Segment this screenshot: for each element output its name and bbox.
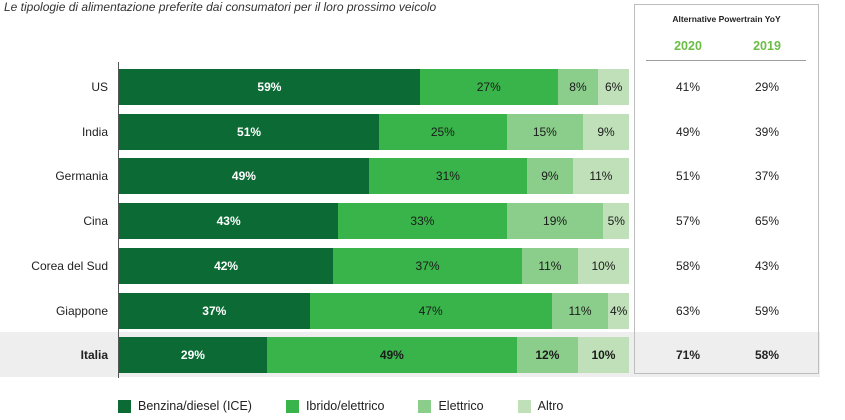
yoy-panel xyxy=(634,4,819,374)
yoy-2020-value-corea-del-sud: 58% xyxy=(675,258,701,273)
bar-segment-electric-corea-del-sud: 11% xyxy=(521,247,578,284)
bar-segment-hybrid-germania: 31% xyxy=(368,158,527,195)
bar-segment-hybrid-us: 27% xyxy=(419,69,558,105)
bar-segment-other-germania: 11% xyxy=(572,158,629,195)
yoy-2019-value-giappone: 59% xyxy=(754,303,780,318)
bar-segment-hybrid-india: 25% xyxy=(379,113,507,150)
yoy-2020-value-us: 41% xyxy=(675,80,701,94)
bar-segment-ice-cina: 43% xyxy=(119,203,339,240)
bar-segment-other-corea-del-sud: 10% xyxy=(577,247,629,284)
bar-row-giappone: 37% 47% 11% 4% xyxy=(119,292,629,329)
chart-legend: Benzina/diesel (ICE) Ibrido/elettrico Elet… xyxy=(118,399,597,413)
yoy-2020-value-germania: 51% xyxy=(675,169,701,184)
category-label-india: India xyxy=(81,124,108,139)
legend-swatch-electric xyxy=(418,399,432,413)
category-label-germania: Germania xyxy=(55,169,108,184)
bar-row-us: 59% 27% 8% 6% xyxy=(119,69,629,105)
bar-segment-other-cina: 5% xyxy=(603,203,629,240)
bar-segment-hybrid-corea-del-sud: 37% xyxy=(333,247,522,284)
bar-segment-other-india: 9% xyxy=(583,113,629,150)
yoy-2020-value-giappone: 63% xyxy=(675,303,701,318)
bar-segment-ice-italia: 29% xyxy=(119,337,267,374)
bar-segment-other-italia: 10% xyxy=(577,337,629,374)
yoy-2019-value-germania: 37% xyxy=(754,169,780,184)
yoy-2020-value-italia: 71% xyxy=(675,348,701,363)
legend-label-hybrid: Ibrido/elettrico xyxy=(305,399,385,413)
category-axis-line xyxy=(118,62,119,378)
legend-label-ice: Benzina/diesel (ICE) xyxy=(138,399,252,413)
yoy-2019-value-corea-del-sud: 43% xyxy=(754,258,780,273)
legend-item-ice: Benzina/diesel (ICE) xyxy=(118,399,252,413)
yoy-header-rule xyxy=(646,60,806,61)
legend-label-electric: Elettrico xyxy=(438,399,484,413)
legend-swatch-ice xyxy=(118,399,131,413)
yoy-year-2019: 2019 xyxy=(753,39,781,53)
category-label-us: US xyxy=(91,80,108,94)
legend-swatch-hybrid xyxy=(285,399,299,413)
bar-segment-other-us: 6% xyxy=(598,69,629,105)
bar-segment-electric-india: 15% xyxy=(506,113,584,150)
bar-segment-hybrid-italia: 49% xyxy=(266,337,517,374)
bar-row-india: 51% 25% 15% 9% xyxy=(119,113,629,150)
yoy-year-2020: 2020 xyxy=(674,39,702,53)
legend-swatch-other xyxy=(517,399,531,413)
bar-row-germania: 49% 31% 9% 11% xyxy=(119,158,629,195)
bar-segment-electric-germania: 9% xyxy=(526,158,573,195)
category-label-cina: Cina xyxy=(83,214,108,229)
category-label-italia: Italia xyxy=(80,348,108,363)
legend-label-other: Altro xyxy=(537,399,564,413)
bar-row-corea-del-sud: 42% 37% 11% 10% xyxy=(119,247,629,284)
chart-subtitle: Le tipologie di alimentazione preferite … xyxy=(4,0,437,14)
yoy-2019-value-cina: 65% xyxy=(754,214,780,229)
bar-segment-ice-giappone: 37% xyxy=(119,292,310,329)
bar-segment-electric-cina: 19% xyxy=(506,203,604,240)
yoy-2019-value-italia: 58% xyxy=(754,348,780,363)
bar-segment-other-giappone: 4% xyxy=(608,292,629,329)
yoy-title: Alternative Powertrain YoY xyxy=(672,14,781,24)
bar-segment-electric-giappone: 11% xyxy=(551,292,609,329)
bar-segment-ice-germania: 49% xyxy=(119,158,369,195)
legend-item-electric: Elettrico xyxy=(418,399,484,413)
bar-segment-ice-corea-del-sud: 42% xyxy=(119,247,334,284)
bar-segment-electric-italia: 12% xyxy=(516,337,578,374)
yoy-2019-value-us: 29% xyxy=(754,80,780,94)
bar-segment-ice-india: 51% xyxy=(119,113,380,150)
bar-segment-electric-us: 8% xyxy=(557,69,599,105)
bar-segment-hybrid-cina: 33% xyxy=(338,203,507,240)
bar-segment-hybrid-giappone: 47% xyxy=(309,292,552,329)
category-label-corea-del-sud: Corea del Sud xyxy=(31,258,108,273)
bar-segment-ice-us: 59% xyxy=(119,69,420,105)
category-label-giappone: Giappone xyxy=(55,303,108,318)
yoy-2020-value-cina: 57% xyxy=(675,214,701,229)
yoy-2020-value-india: 49% xyxy=(675,124,701,139)
bar-row-italia: 29% 49% 12% 10% xyxy=(119,337,629,374)
bar-row-cina: 43% 33% 19% 5% xyxy=(119,203,629,240)
legend-item-other: Altro xyxy=(517,399,564,413)
yoy-2019-value-india: 39% xyxy=(754,124,780,139)
legend-item-hybrid: Ibrido/elettrico xyxy=(285,399,385,413)
